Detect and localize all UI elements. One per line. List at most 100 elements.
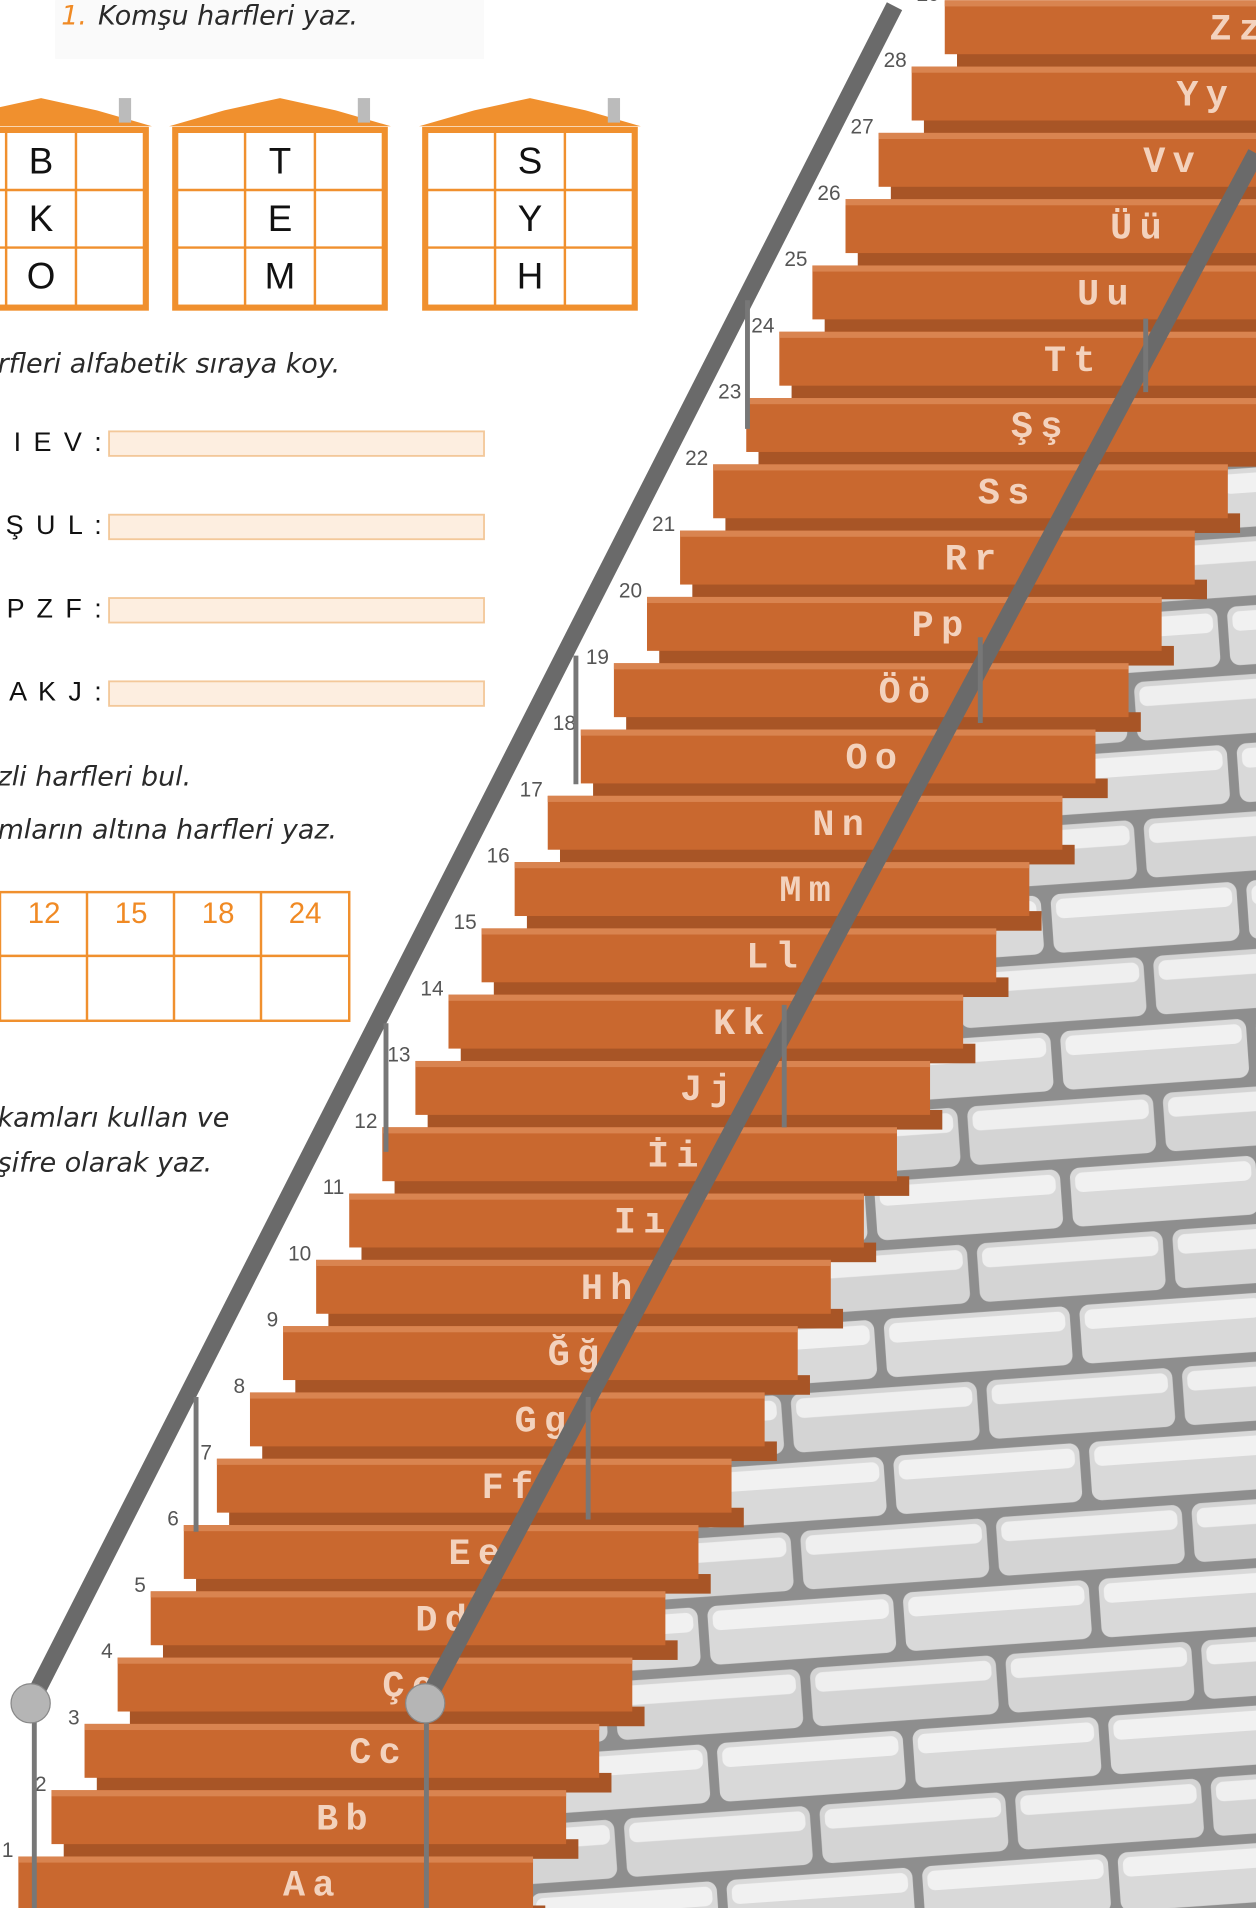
step — [117, 1657, 633, 1712]
rail-knob — [404, 1683, 446, 1724]
step-number: 11 — [323, 1176, 345, 1199]
table-header: 24 — [289, 897, 322, 930]
step-number: 3 — [68, 1706, 80, 1729]
rail — [417, 149, 1256, 1708]
house-letter: H — [517, 256, 544, 297]
step-number: 4 — [101, 1640, 113, 1663]
letter-set: A K J : — [9, 677, 104, 707]
railings — [10, 2, 1256, 1908]
step-edge — [249, 1392, 765, 1399]
step-edge — [514, 862, 1030, 869]
answer-line — [108, 680, 485, 707]
exercise-title: rfleri alfabetik sıraya koy. — [0, 349, 340, 380]
step-letters: Yy — [1176, 76, 1235, 118]
step — [415, 1060, 931, 1115]
step-number: 6 — [167, 1508, 179, 1531]
step-number: 29 — [917, 0, 940, 6]
step-edge — [680, 530, 1195, 537]
step-letters: Oo — [846, 739, 905, 781]
step-edge — [944, 0, 1256, 7]
step-letters: Öö — [879, 671, 938, 714]
step-letters: Cc — [349, 1733, 408, 1775]
house-letter: O — [27, 256, 56, 297]
step — [911, 66, 1256, 121]
step — [84, 1723, 600, 1778]
step — [316, 1259, 831, 1314]
step-letters: Bb — [316, 1799, 375, 1841]
step-letters: Iı — [614, 1203, 673, 1245]
roof — [419, 98, 641, 127]
step-edge — [812, 265, 1256, 272]
step-edge — [415, 1060, 931, 1068]
exercise-title: Komşu harfleri yaz. — [98, 1, 358, 32]
answer-line — [108, 430, 485, 457]
step-edge — [481, 928, 997, 935]
step — [150, 1591, 666, 1646]
instruction: zli harfleri bul. — [0, 762, 191, 793]
step-number: 1 — [2, 1839, 14, 1862]
step-edge — [283, 1326, 798, 1333]
step-letters: Zz — [1209, 9, 1256, 51]
number-table: 12 15 18 24 — [0, 890, 351, 1023]
step-edge — [580, 729, 1096, 736]
step-letters: Vv — [1143, 142, 1202, 184]
step — [216, 1458, 732, 1513]
step-edge — [382, 1127, 897, 1134]
step-riser — [725, 513, 1241, 533]
house-letter: E — [268, 198, 293, 239]
instruction: şifre olarak yaz. — [0, 1148, 212, 1179]
exercise-number: 1. — [61, 1, 87, 32]
step-edge — [183, 1525, 699, 1532]
step-edge — [448, 994, 964, 1001]
step — [613, 663, 1129, 718]
step-number: 17 — [520, 778, 543, 801]
step-edge — [613, 663, 1129, 670]
step-edge — [646, 596, 1162, 604]
house-letter: T — [269, 140, 291, 181]
step — [878, 132, 1256, 187]
answer-line — [108, 597, 485, 624]
step-number: 25 — [784, 248, 807, 271]
step-edge — [779, 331, 1256, 338]
step — [18, 1856, 534, 1908]
step-letters: Gg — [515, 1402, 574, 1444]
step-letters: Ll — [746, 938, 805, 980]
step — [646, 596, 1162, 651]
step-edge — [878, 132, 1256, 140]
step-number: 24 — [751, 314, 774, 337]
house-frame — [0, 126, 149, 311]
step-edge — [911, 66, 1256, 73]
step-letters: Kk — [713, 1004, 772, 1046]
table-header: 18 — [202, 897, 235, 930]
step-number: 8 — [233, 1375, 245, 1398]
step-edge — [117, 1657, 633, 1664]
house-frame — [172, 126, 388, 311]
step-number: 15 — [453, 911, 476, 934]
step-letters: Uu — [1077, 275, 1136, 317]
step-letters: Şş — [1011, 407, 1070, 449]
house-letter: B — [29, 140, 54, 181]
step-letters: Ss — [978, 473, 1037, 515]
step — [547, 795, 1063, 850]
step-number: 22 — [685, 447, 708, 470]
step-number: 28 — [884, 49, 907, 72]
step-number: 10 — [288, 1242, 311, 1265]
step-letters: Mm — [779, 871, 838, 913]
step-edge — [316, 1259, 831, 1266]
instruction: mların altına harfleri yaz. — [0, 814, 337, 845]
step-riser — [559, 844, 1075, 865]
step-number: 2 — [35, 1773, 47, 1796]
houses: BKO TEM SYH — [0, 98, 641, 311]
step — [779, 331, 1256, 386]
step — [382, 1127, 897, 1182]
step — [580, 729, 1096, 784]
step-edge — [84, 1723, 600, 1731]
step-edge — [216, 1458, 732, 1465]
table-header: 15 — [115, 897, 148, 930]
step — [713, 464, 1228, 519]
step — [944, 0, 1256, 55]
step-letters: Üü — [1110, 207, 1169, 250]
step-riser — [229, 1507, 744, 1528]
